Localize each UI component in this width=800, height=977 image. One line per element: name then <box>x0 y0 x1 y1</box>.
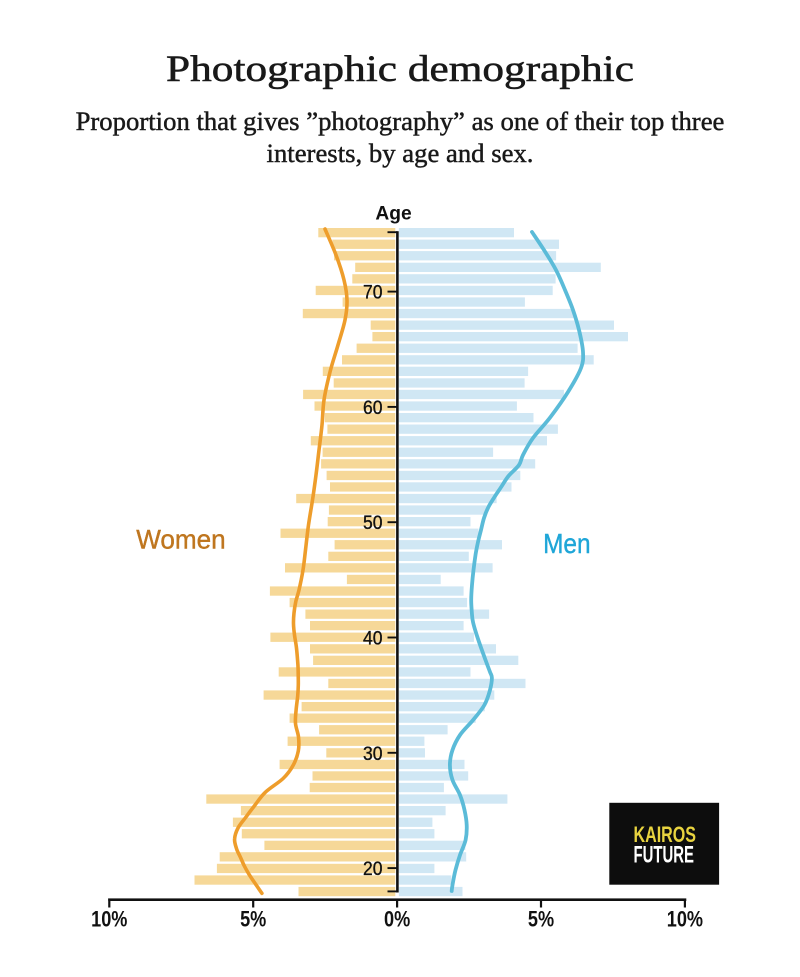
svg-text:40: 40 <box>363 628 383 650</box>
svg-text:70: 70 <box>363 282 383 304</box>
svg-text:5%: 5% <box>240 907 266 932</box>
svg-text:Women: Women <box>136 525 226 555</box>
svg-text:Age: Age <box>375 203 411 224</box>
svg-text:10%: 10% <box>667 907 703 932</box>
svg-text:0%: 0% <box>384 907 410 932</box>
svg-text:60: 60 <box>363 397 383 419</box>
svg-text:30: 30 <box>363 743 383 765</box>
svg-text:50: 50 <box>363 512 383 534</box>
svg-text:Men: Men <box>543 528 591 559</box>
svg-text:20: 20 <box>363 858 383 880</box>
svg-text:5%: 5% <box>528 907 554 932</box>
svg-text:KAIROS: KAIROS <box>634 822 697 847</box>
svg-text:10%: 10% <box>91 907 127 932</box>
svg-text:FUTURE: FUTURE <box>634 842 695 869</box>
